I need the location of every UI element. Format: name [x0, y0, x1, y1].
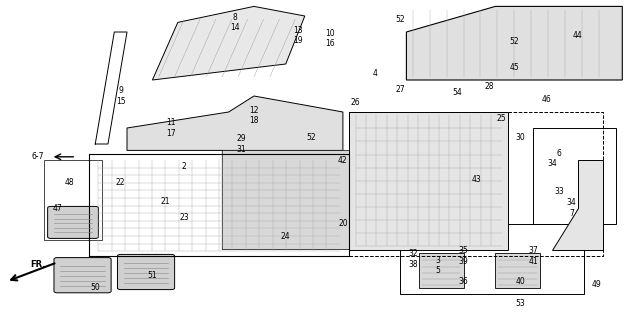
Text: 29
31: 29 31 [236, 134, 246, 154]
Text: 28: 28 [485, 82, 493, 91]
Text: 32
38: 32 38 [408, 250, 418, 269]
Text: 12
18: 12 18 [250, 106, 258, 125]
Text: 4: 4 [372, 69, 377, 78]
Text: 52: 52 [306, 133, 316, 142]
Text: 2: 2 [182, 162, 187, 171]
Text: 23: 23 [179, 213, 189, 222]
Text: 36: 36 [458, 277, 469, 286]
Text: 3
5: 3 5 [436, 256, 441, 275]
Text: 20: 20 [338, 220, 348, 228]
Text: 34: 34 [547, 159, 558, 168]
Text: 52: 52 [395, 15, 405, 24]
Polygon shape [406, 6, 622, 80]
Polygon shape [152, 6, 305, 80]
Text: 44: 44 [573, 31, 583, 40]
Text: FR.: FR. [30, 260, 46, 269]
Text: 50: 50 [90, 284, 100, 292]
Text: 45: 45 [509, 63, 519, 72]
Text: 6: 6 [556, 149, 561, 158]
Polygon shape [127, 96, 343, 150]
Text: 10
16: 10 16 [325, 29, 335, 48]
Text: 30: 30 [516, 133, 526, 142]
Text: 21: 21 [161, 197, 170, 206]
Bar [400, 224, 584, 294]
Text: 35
39: 35 39 [458, 246, 469, 266]
Text: 37
41: 37 41 [528, 246, 538, 266]
Text: 40: 40 [516, 277, 526, 286]
Text: 6-7: 6-7 [32, 152, 44, 161]
FancyBboxPatch shape [48, 206, 98, 238]
FancyBboxPatch shape [117, 254, 175, 290]
Text: 52: 52 [509, 37, 519, 46]
Text: 49: 49 [592, 280, 602, 289]
FancyBboxPatch shape [54, 258, 111, 293]
Text: 47: 47 [52, 204, 62, 212]
Bar [495, 253, 540, 288]
Text: 24: 24 [281, 232, 291, 241]
Bar [44, 160, 102, 240]
Text: 33: 33 [554, 188, 564, 196]
Text: 25: 25 [497, 114, 507, 123]
Text: 13
19: 13 19 [293, 26, 304, 45]
Text: 27: 27 [395, 85, 405, 94]
Text: 9
15: 9 15 [116, 86, 126, 106]
Text: 53: 53 [516, 300, 526, 308]
Text: 11
17: 11 17 [166, 118, 177, 138]
Text: 22: 22 [116, 178, 125, 187]
Text: 54: 54 [452, 88, 462, 97]
Text: 26: 26 [351, 98, 361, 107]
Bar [419, 253, 464, 288]
Text: 42: 42 [338, 156, 348, 164]
Polygon shape [222, 150, 362, 250]
Text: 48: 48 [65, 178, 75, 187]
Text: 8
14: 8 14 [230, 13, 240, 32]
Bar [533, 128, 616, 224]
Polygon shape [552, 160, 603, 250]
Text: 51: 51 [147, 271, 157, 280]
Text: 46: 46 [541, 95, 551, 104]
Text: 43: 43 [471, 175, 481, 184]
Text: 34
7: 34 7 [566, 198, 577, 218]
Polygon shape [349, 112, 508, 250]
